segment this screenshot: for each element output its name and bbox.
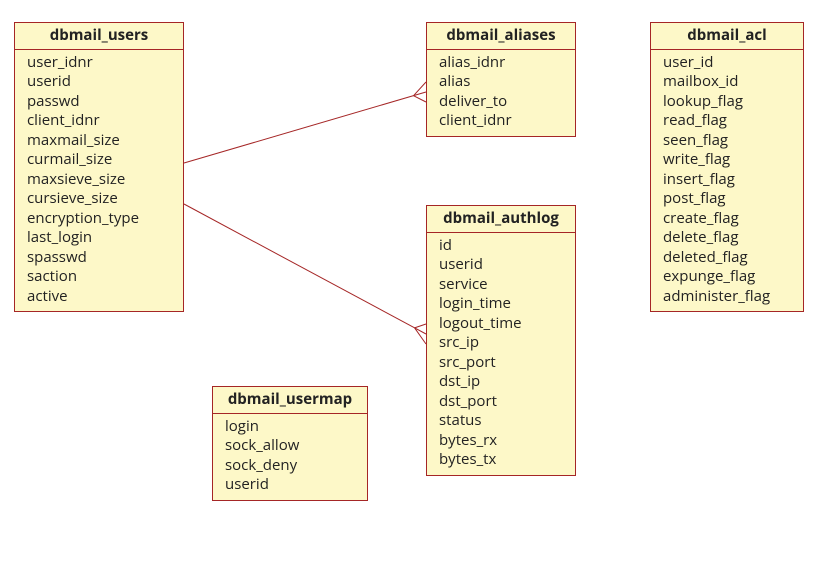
entity-fields: alias_idnraliasdeliver_toclient_idnr: [427, 50, 575, 136]
field: src_ip: [439, 333, 563, 353]
field: maxsieve_size: [27, 170, 171, 190]
field: service: [439, 275, 563, 295]
field: user_idnr: [27, 53, 171, 73]
field: cursieve_size: [27, 189, 171, 209]
field: alias_idnr: [439, 53, 563, 73]
field: expunge_flag: [663, 267, 791, 287]
entity-dbmail_usermap: dbmail_usermaploginsock_allowsock_denyus…: [212, 386, 368, 501]
field: userid: [225, 475, 355, 495]
entity-fields: user_idmailbox_idlookup_flagread_flagsee…: [651, 50, 803, 312]
field: bytes_rx: [439, 431, 563, 451]
connector: [184, 82, 426, 163]
field: curmail_size: [27, 150, 171, 170]
entity-title: dbmail_aliases: [427, 23, 575, 50]
entity-fields: user_idnruseridpasswdclient_idnrmaxmail_…: [15, 50, 183, 312]
entity-fields: iduseridservicelogin_timelogout_timesrc_…: [427, 233, 575, 475]
field: sock_deny: [225, 456, 355, 476]
field: userid: [27, 72, 171, 92]
field: bytes_tx: [439, 450, 563, 470]
field: client_idnr: [439, 111, 563, 131]
field: sock_allow: [225, 436, 355, 456]
field: delete_flag: [663, 228, 791, 248]
entity-dbmail_aliases: dbmail_aliasesalias_idnraliasdeliver_toc…: [426, 22, 576, 137]
field: spasswd: [27, 248, 171, 268]
field: post_flag: [663, 189, 791, 209]
field: user_id: [663, 53, 791, 73]
field: passwd: [27, 92, 171, 112]
field: status: [439, 411, 563, 431]
field: encryption_type: [27, 209, 171, 229]
field: active: [27, 287, 171, 307]
field: client_idnr: [27, 111, 171, 131]
entity-title: dbmail_users: [15, 23, 183, 50]
field: create_flag: [663, 209, 791, 229]
field: maxmail_size: [27, 131, 171, 151]
field: deleted_flag: [663, 248, 791, 268]
entity-dbmail_acl: dbmail_acluser_idmailbox_idlookup_flagre…: [650, 22, 804, 312]
field: seen_flag: [663, 131, 791, 151]
entity-title: dbmail_acl: [651, 23, 803, 50]
field: insert_flag: [663, 170, 791, 190]
field: administer_flag: [663, 287, 791, 307]
field: deliver_to: [439, 92, 563, 112]
field: userid: [439, 255, 563, 275]
entity-title: dbmail_usermap: [213, 387, 367, 414]
field: dst_ip: [439, 372, 563, 392]
field: write_flag: [663, 150, 791, 170]
field: login_time: [439, 294, 563, 314]
field: lookup_flag: [663, 92, 791, 112]
field: logout_time: [439, 314, 563, 334]
field: last_login: [27, 228, 171, 248]
entity-dbmail_users: dbmail_usersuser_idnruseridpasswdclient_…: [14, 22, 184, 312]
entity-dbmail_authlog: dbmail_authlogiduseridservicelogin_timel…: [426, 205, 576, 476]
field: login: [225, 417, 355, 437]
connector: [184, 204, 426, 344]
field: mailbox_id: [663, 72, 791, 92]
field: alias: [439, 72, 563, 92]
field: src_port: [439, 353, 563, 373]
entity-fields: loginsock_allowsock_denyuserid: [213, 414, 367, 500]
field: id: [439, 236, 563, 256]
field: saction: [27, 267, 171, 287]
field: read_flag: [663, 111, 791, 131]
field: dst_port: [439, 392, 563, 412]
entity-title: dbmail_authlog: [427, 206, 575, 233]
